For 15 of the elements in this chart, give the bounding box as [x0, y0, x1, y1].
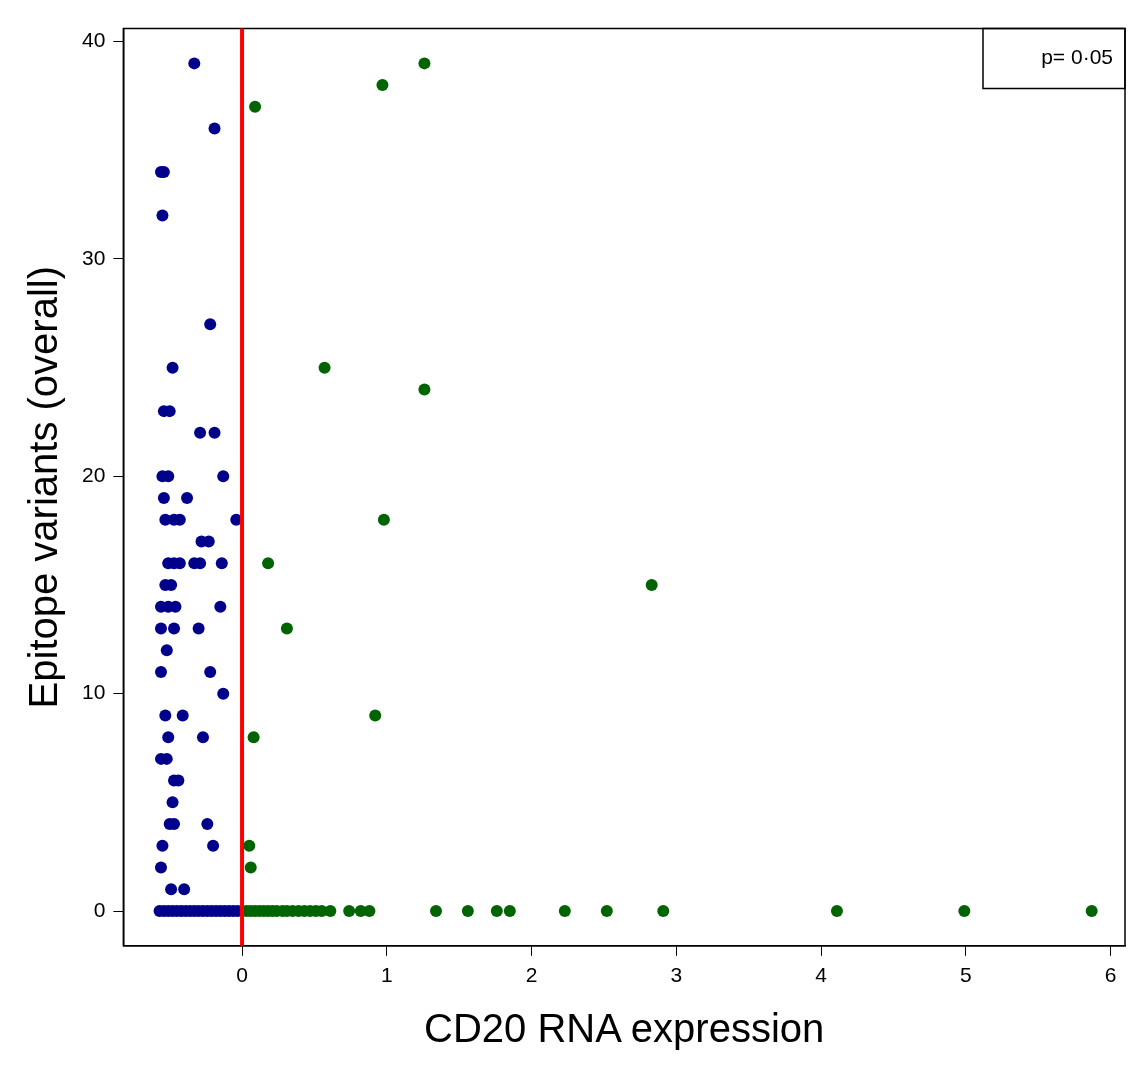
x-tick-label: 5: [959, 963, 972, 987]
y-tick-label: 10: [82, 680, 106, 704]
y-axis-title: Epitope variants (overall): [21, 265, 66, 709]
x-tick-label: 0: [236, 963, 248, 987]
y-tick-label: 0: [93, 897, 106, 921]
x-tick-label: 2: [525, 963, 538, 987]
x-tick-label: 1: [380, 963, 393, 987]
x-axis-title: CD20 RNA expression: [424, 1006, 825, 1051]
annotation: p= 0·05: [1041, 45, 1113, 69]
y-tick-label: 40: [82, 28, 106, 52]
x-tick-label: 6: [1104, 963, 1117, 987]
x-tick-label: 3: [670, 963, 683, 987]
y-tick-label: 30: [82, 245, 106, 269]
y-tick-label: 20: [82, 463, 106, 487]
x-tick-label: 4: [815, 963, 828, 987]
